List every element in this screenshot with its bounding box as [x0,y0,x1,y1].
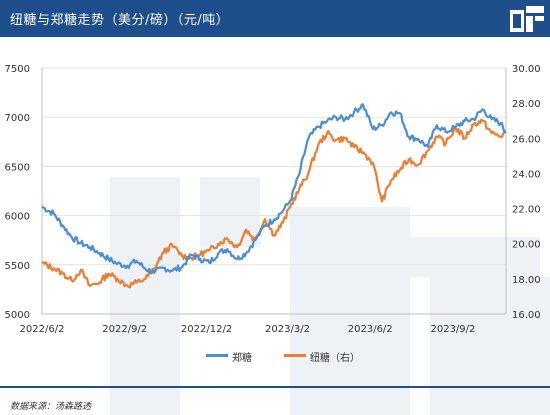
x-tick-label: 2022/6/2 [20,324,65,335]
y-left-tick-label: 7500 [5,64,30,75]
chart-legend: 郑糖 纽糖（右） [0,348,550,364]
legend-item-niutang: 纽糖（右） [284,348,374,364]
legend-swatch-zhengtang [206,354,228,357]
brand-logo-icon [510,6,544,32]
y-right-tick-label: 20.00 [512,240,541,251]
y-left-tick-label: 6500 [5,162,30,173]
x-tick-label: 2023/9/2 [430,324,475,335]
footer-rule [0,386,550,388]
y-left-tick-label: 5500 [5,261,30,272]
chart-title: 纽糖与郑糖走势（美分/磅）（元/吨） [10,13,230,28]
x-tick-label: 2023/6/2 [348,324,393,335]
title-bar: 纽糖与郑糖走势（美分/磅）（元/吨） [0,0,550,37]
y-left-tick-label: 7000 [5,113,30,124]
series-line-niutang [41,118,507,289]
legend-item-zhengtang: 郑糖 [206,348,276,364]
legend-label-zhengtang: 郑糖 [232,353,252,364]
legend-label-niutang: 纽糖（右） [310,353,360,364]
y-right-tick-label: 16.00 [512,310,541,321]
y-left-tick-label: 6000 [5,212,30,223]
y-right-tick-label: 28.00 [512,99,541,110]
data-source: 数据来源：汤森路透 [10,402,92,412]
background-watermark [110,177,550,415]
y-left-tick-label: 5000 [5,310,30,321]
y-right-tick-label: 18.00 [512,275,541,286]
y-right-tick-label: 22.00 [512,205,541,216]
legend-swatch-niutang [284,354,306,357]
x-tick-label: 2022/9/2 [102,324,147,335]
y-right-tick-label: 26.00 [512,134,541,145]
line-chart: 5000 5500 6000 6500 7000 7500 16.00 18.00 20.00 2… [5,64,541,335]
series-line-zhengtang [41,103,507,275]
x-tick-label: 2022/12/2 [181,324,232,335]
y-right-tick-label: 30.00 [512,64,541,75]
y-right-tick-label: 24.00 [512,169,541,180]
x-tick-label: 2023/3/2 [265,324,310,335]
